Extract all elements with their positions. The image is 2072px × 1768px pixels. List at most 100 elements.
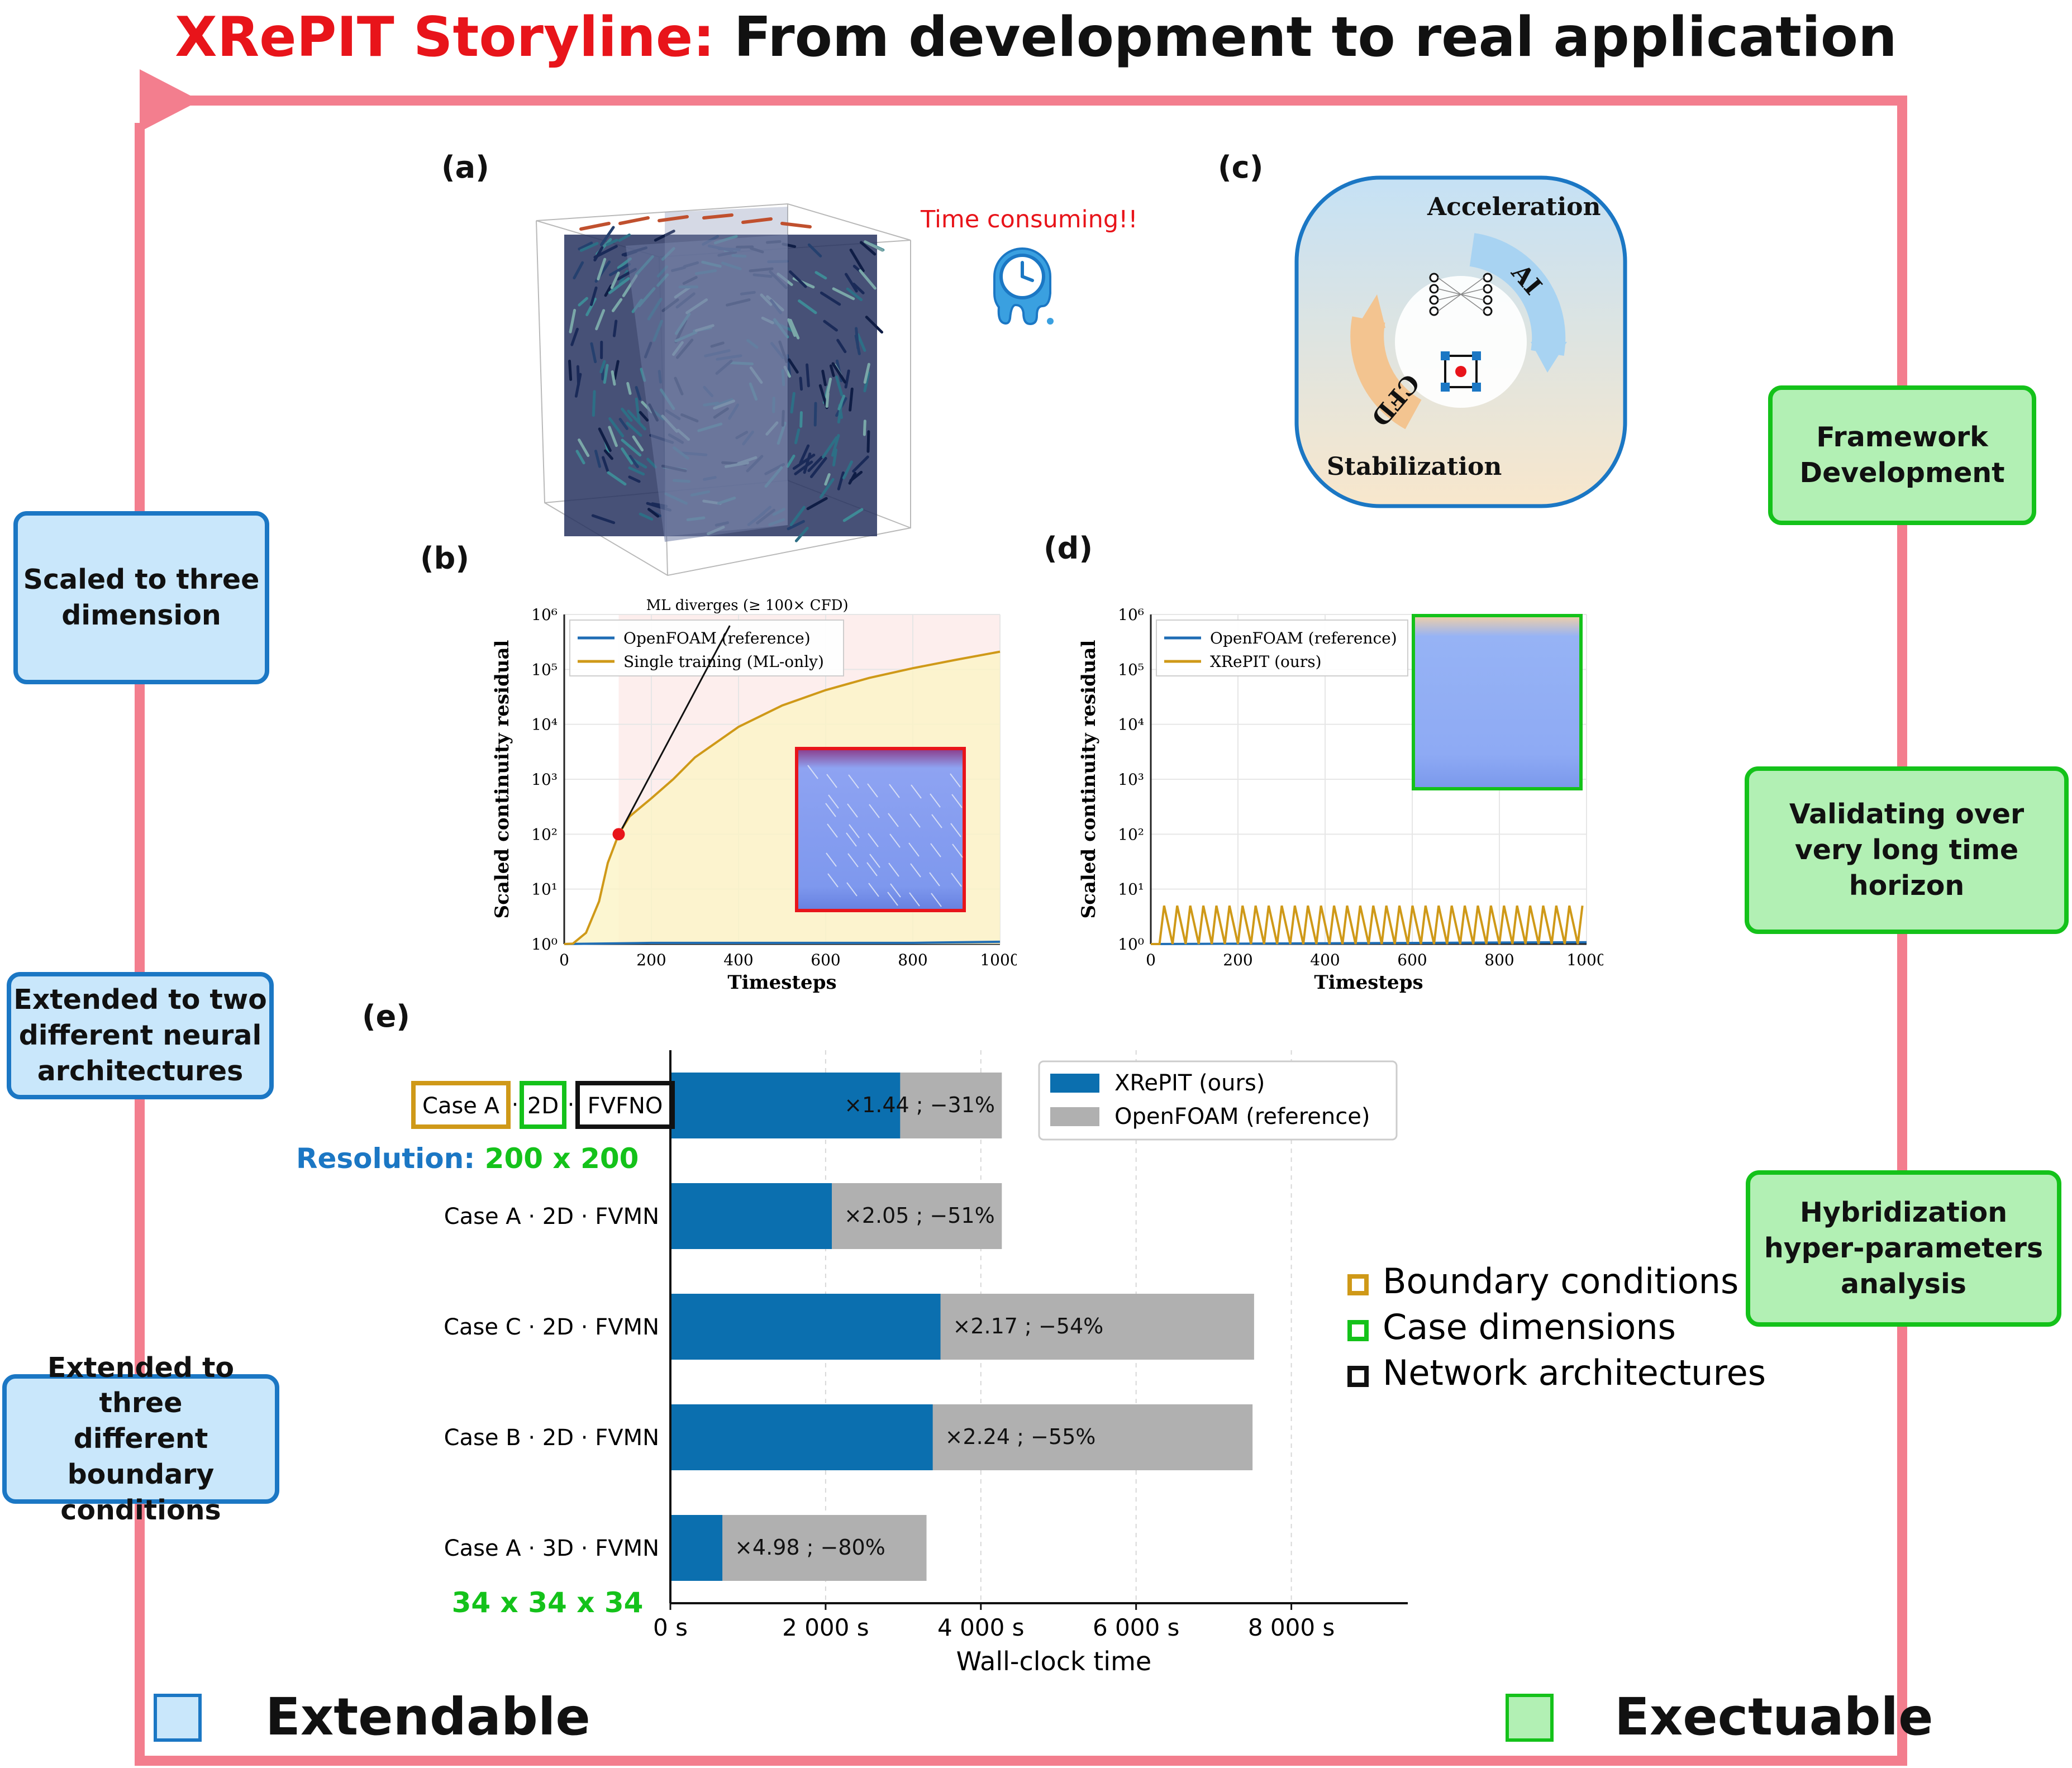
- legend-box: [1038, 1060, 1398, 1141]
- vector-arrow: [849, 387, 854, 412]
- vector-arrow: [792, 454, 816, 470]
- series-line: [564, 940, 1001, 945]
- y-tick-label: 10⁵: [1118, 660, 1144, 679]
- inset-texture: [866, 862, 878, 876]
- category-separator: ·: [512, 1092, 519, 1118]
- inset-texture: [828, 794, 839, 809]
- vector-arrow: [849, 249, 865, 273]
- vector-arrow: [621, 407, 633, 422]
- inset-texture: [950, 823, 961, 837]
- vector-arrow: [607, 471, 627, 486]
- inset-texture: [909, 813, 921, 828]
- legend-box: [1156, 619, 1408, 676]
- vector-arrow: [803, 452, 812, 474]
- right-box-validating: Validating over very long time horizon: [1745, 766, 2069, 934]
- vector-arrow: [849, 470, 863, 482]
- x-tick-label: 800: [1484, 951, 1514, 969]
- resolution-3d-label: 34 x 34 x 34: [452, 1586, 644, 1619]
- vector-arrow: [814, 271, 827, 280]
- x-tick-label: 0 s: [653, 1614, 688, 1641]
- vector-arrow: [785, 354, 792, 378]
- title-highlight: XRePIT Storyline:: [175, 6, 715, 69]
- chart-d-residual-xrepit: 10⁰ 10¹ 10² 10³ 10⁴ 10⁵ 10⁶ 0 200 400 600 800 1000 Ti…: [1078, 606, 1603, 994]
- vector-arrow: [628, 475, 641, 483]
- vector-arrow: [822, 436, 838, 459]
- annotation-text: ML diverges (≥ 100× CFD): [646, 597, 849, 614]
- inset-texture: [869, 804, 880, 818]
- inset-texture: [951, 794, 963, 808]
- chart-e-wallclock: ×1.44 ; −31% Case A · 2D · FVFNO Resolution: 2…: [296, 1050, 1766, 1676]
- category-part: 2D: [527, 1093, 559, 1119]
- inset-texture: [952, 844, 963, 858]
- xrepit-bar: [670, 1294, 941, 1360]
- legend-box: [569, 619, 844, 676]
- vector-arrow: [821, 369, 827, 387]
- legend-swatch: [1050, 1074, 1099, 1093]
- vector-arrow: [794, 460, 813, 475]
- vector-arrow: [832, 448, 838, 467]
- vector-arrow: [591, 514, 616, 525]
- vector-arrow: [863, 363, 870, 384]
- x-tick-label: 1000: [980, 951, 1017, 969]
- inset-texture: [929, 872, 940, 887]
- inset-texture: [826, 852, 837, 867]
- highlighted-category-label: Case A · 2D · FVFNO: [411, 1081, 675, 1129]
- divergence-point: [612, 828, 625, 841]
- vector-arrow: [603, 364, 609, 384]
- vector-arrow: [626, 382, 632, 395]
- legend-label: Single training (ML-only): [623, 652, 824, 671]
- legend-label: OpenFOAM (reference): [1114, 1104, 1370, 1130]
- inset-texture: [825, 803, 836, 817]
- vector-arrow: [602, 456, 609, 472]
- y-tick-label: 10²: [1118, 825, 1144, 844]
- vector-arrow: [627, 409, 646, 431]
- inset-texture: [909, 892, 920, 907]
- panel-label-c: (c): [1218, 150, 1264, 185]
- vector-arrow: [819, 478, 835, 499]
- vector-arrow: [813, 402, 817, 427]
- category-box: [520, 1081, 566, 1129]
- left-box-3d: Scaled to three dimension: [13, 511, 269, 684]
- xrepit-bar: [670, 1515, 723, 1581]
- vector-arrow: [832, 287, 855, 301]
- inset-texture: [807, 765, 818, 779]
- vector-arrow: [611, 298, 623, 312]
- inset-texture: [887, 892, 898, 906]
- vector-arrow: [570, 327, 579, 346]
- key-label: Network architectures: [1383, 1352, 1766, 1393]
- vector-arrow: [837, 394, 846, 411]
- vector-arrow: [589, 286, 598, 306]
- y-tick-label: 10⁶: [531, 606, 558, 624]
- inset-texture: [867, 783, 878, 798]
- vector-arrow: [608, 277, 630, 294]
- vector-arrow: [593, 245, 618, 259]
- inset-texture: [889, 784, 900, 798]
- x-tick-label: 0: [559, 951, 569, 969]
- right-box-hybridization: Hybridization hyper-parameters analysis: [1746, 1170, 2061, 1327]
- y-axis-label: Scaled continuity residual: [1078, 640, 1100, 918]
- inset-texture: [847, 853, 859, 868]
- x-tick-label: 1000: [1566, 951, 1603, 969]
- y-axis-label: Scaled continuity residual: [491, 640, 513, 918]
- bar-value-label: ×1.44 ; −31%: [844, 1093, 995, 1117]
- chart-b-residual-ml-only: 10⁰ 10¹ 10² 10³ 10⁴ 10⁵ 10⁶ 0 200 400 600 800 1000 Ti…: [491, 597, 1017, 994]
- category-part: FVFNO: [588, 1093, 663, 1119]
- annotation-arrow: [621, 625, 731, 830]
- category-separator: ·: [568, 1092, 575, 1118]
- vector-arrow: [599, 226, 615, 246]
- y-tick-label: 10⁰: [531, 935, 558, 954]
- vector-arrow: [807, 243, 822, 258]
- vector-arrow: [590, 342, 597, 364]
- panel-label-a: (a): [441, 150, 489, 185]
- xrepit-bar: [670, 1183, 832, 1249]
- category-part: Case A: [422, 1093, 500, 1119]
- x-tick-label: 0: [1146, 951, 1156, 969]
- vector-arrow: [852, 455, 869, 473]
- y-tick-label: 10¹: [1118, 880, 1144, 899]
- vector-arrow: [647, 508, 660, 518]
- inset-texture: [849, 824, 860, 838]
- inset-texture: [846, 882, 858, 897]
- vector-arrow: [824, 473, 831, 486]
- vector-arrow: [844, 369, 850, 389]
- vector-arrow: [573, 261, 584, 280]
